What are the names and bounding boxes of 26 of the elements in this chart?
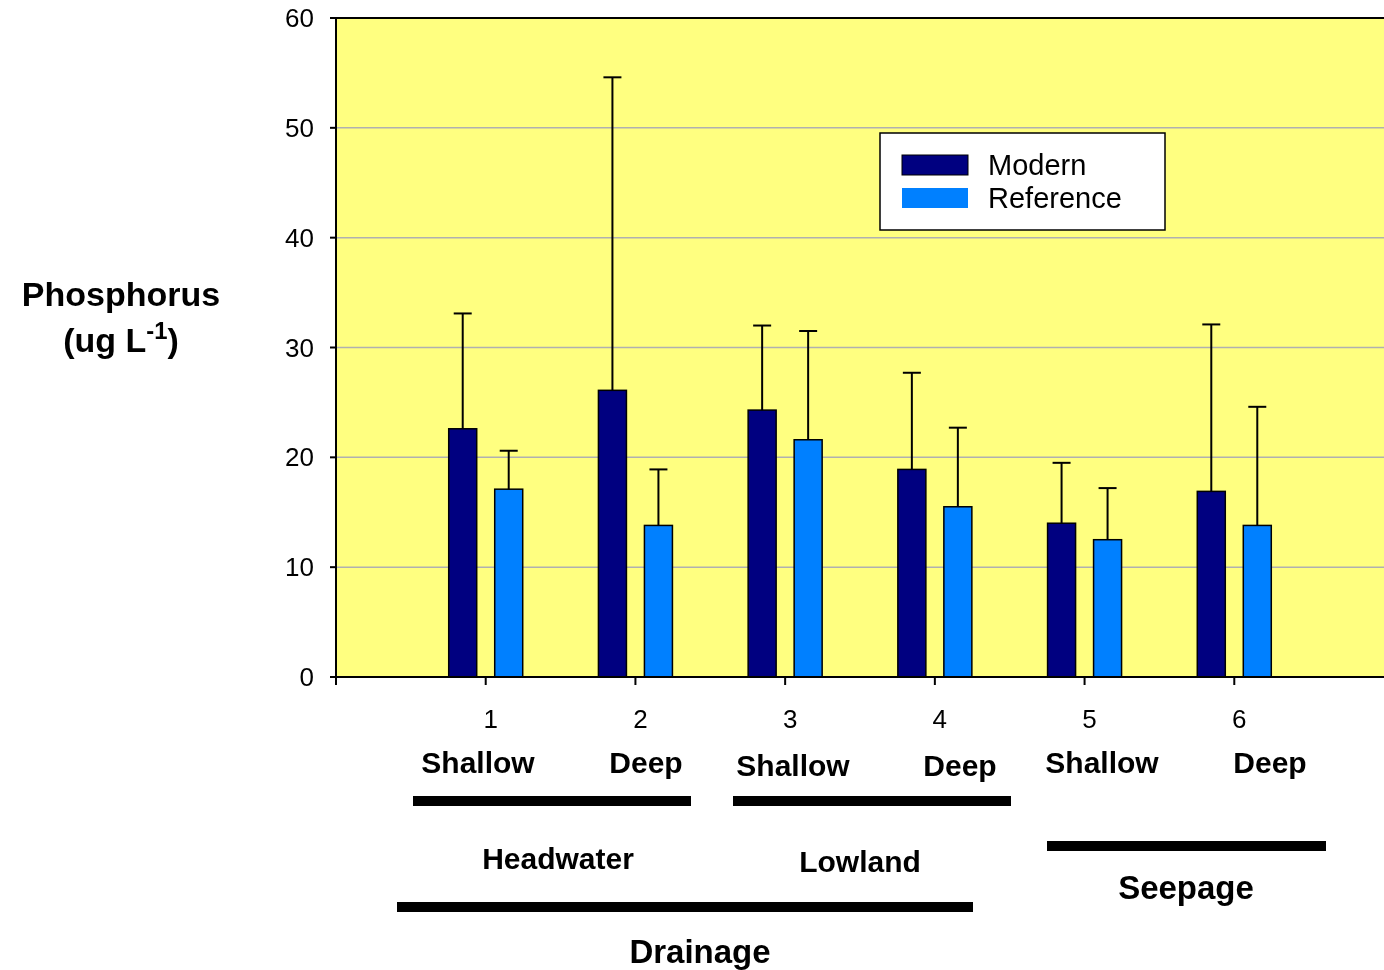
text: Shallow <box>736 748 851 782</box>
text: Shallow <box>421 745 536 779</box>
text: Headwater <box>482 841 635 875</box>
y-tick-label: 60 <box>285 3 314 34</box>
y-tick-label: 0 <box>299 662 314 693</box>
y-tick-label: 20 <box>285 442 314 473</box>
x-tick-label: 6 <box>1232 704 1247 735</box>
text: Seepage <box>1118 868 1254 906</box>
x-tick-label: 3 <box>782 704 798 735</box>
text: Deep <box>1233 745 1307 779</box>
x-tick-label: 5 <box>1082 704 1097 735</box>
x-tick-label: 1 <box>483 704 498 735</box>
y-tick-label: 10 <box>285 552 314 583</box>
text: Deep <box>923 748 997 782</box>
x-tick-label: 4 <box>932 704 948 735</box>
text: Lowland <box>799 844 921 878</box>
y-tick-label: 30 <box>285 332 314 363</box>
y-axis-title: Phosphorus (ug L$^{-1}$) <box>21 274 221 359</box>
legend-label: Modern <box>988 149 1087 182</box>
x-tick-label: 2 <box>633 704 648 735</box>
legend-label: Reference <box>988 182 1122 215</box>
text: Shallow <box>1045 745 1160 779</box>
text: Deep <box>609 745 683 779</box>
text: Drainage <box>629 932 771 970</box>
y-tick-label: 40 <box>285 222 314 253</box>
y-tick-label: 50 <box>285 112 314 143</box>
